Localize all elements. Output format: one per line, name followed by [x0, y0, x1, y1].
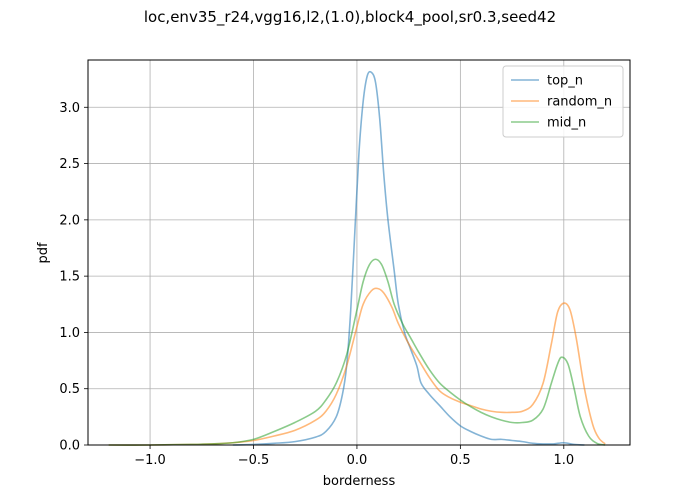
- y-tick-label: 2.0: [59, 213, 80, 228]
- series-line-random_n: [108, 287, 606, 446]
- y-tick-label: 0.0: [59, 439, 80, 454]
- legend-box: [502, 65, 624, 138]
- y-tick-label: 0.5: [59, 382, 80, 397]
- y-axis-label: pdf: [36, 242, 51, 264]
- y-tick-label: 1.5: [59, 270, 80, 285]
- legend-label-top_n: top_n: [547, 74, 583, 89]
- x-tick-label: 1.0: [553, 453, 574, 468]
- x-axis-label: borderness: [323, 474, 396, 489]
- legend-label-random_n: random_n: [547, 95, 612, 110]
- x-tick-label: 0.0: [347, 453, 368, 468]
- y-tick-label: 2.5: [59, 157, 80, 172]
- ticks: −1.0 −0.5 0.0 0.5 1.0 0.0 0.5 1.0 1.5 2.0 2.5 3.0: [59, 101, 574, 468]
- chart-title: loc,env35_r24,vgg16,l2,(1.0),block4_pool…: [144, 8, 556, 27]
- x-tick-label: 0.5: [450, 453, 471, 468]
- y-tick-label: 1.0: [59, 326, 80, 341]
- y-tick-label: 3.0: [59, 101, 80, 116]
- legend-label-mid_n: mid_n: [547, 116, 586, 131]
- x-tick-label: −1.0: [134, 453, 166, 468]
- series-lines: [108, 70, 606, 446]
- legend: top_n random_n mid_n: [502, 65, 624, 138]
- series-line-mid_n: [108, 258, 606, 446]
- plot-frame: [87, 59, 631, 446]
- series-line-top_n: [232, 70, 585, 446]
- x-tick-label: −0.5: [238, 453, 270, 468]
